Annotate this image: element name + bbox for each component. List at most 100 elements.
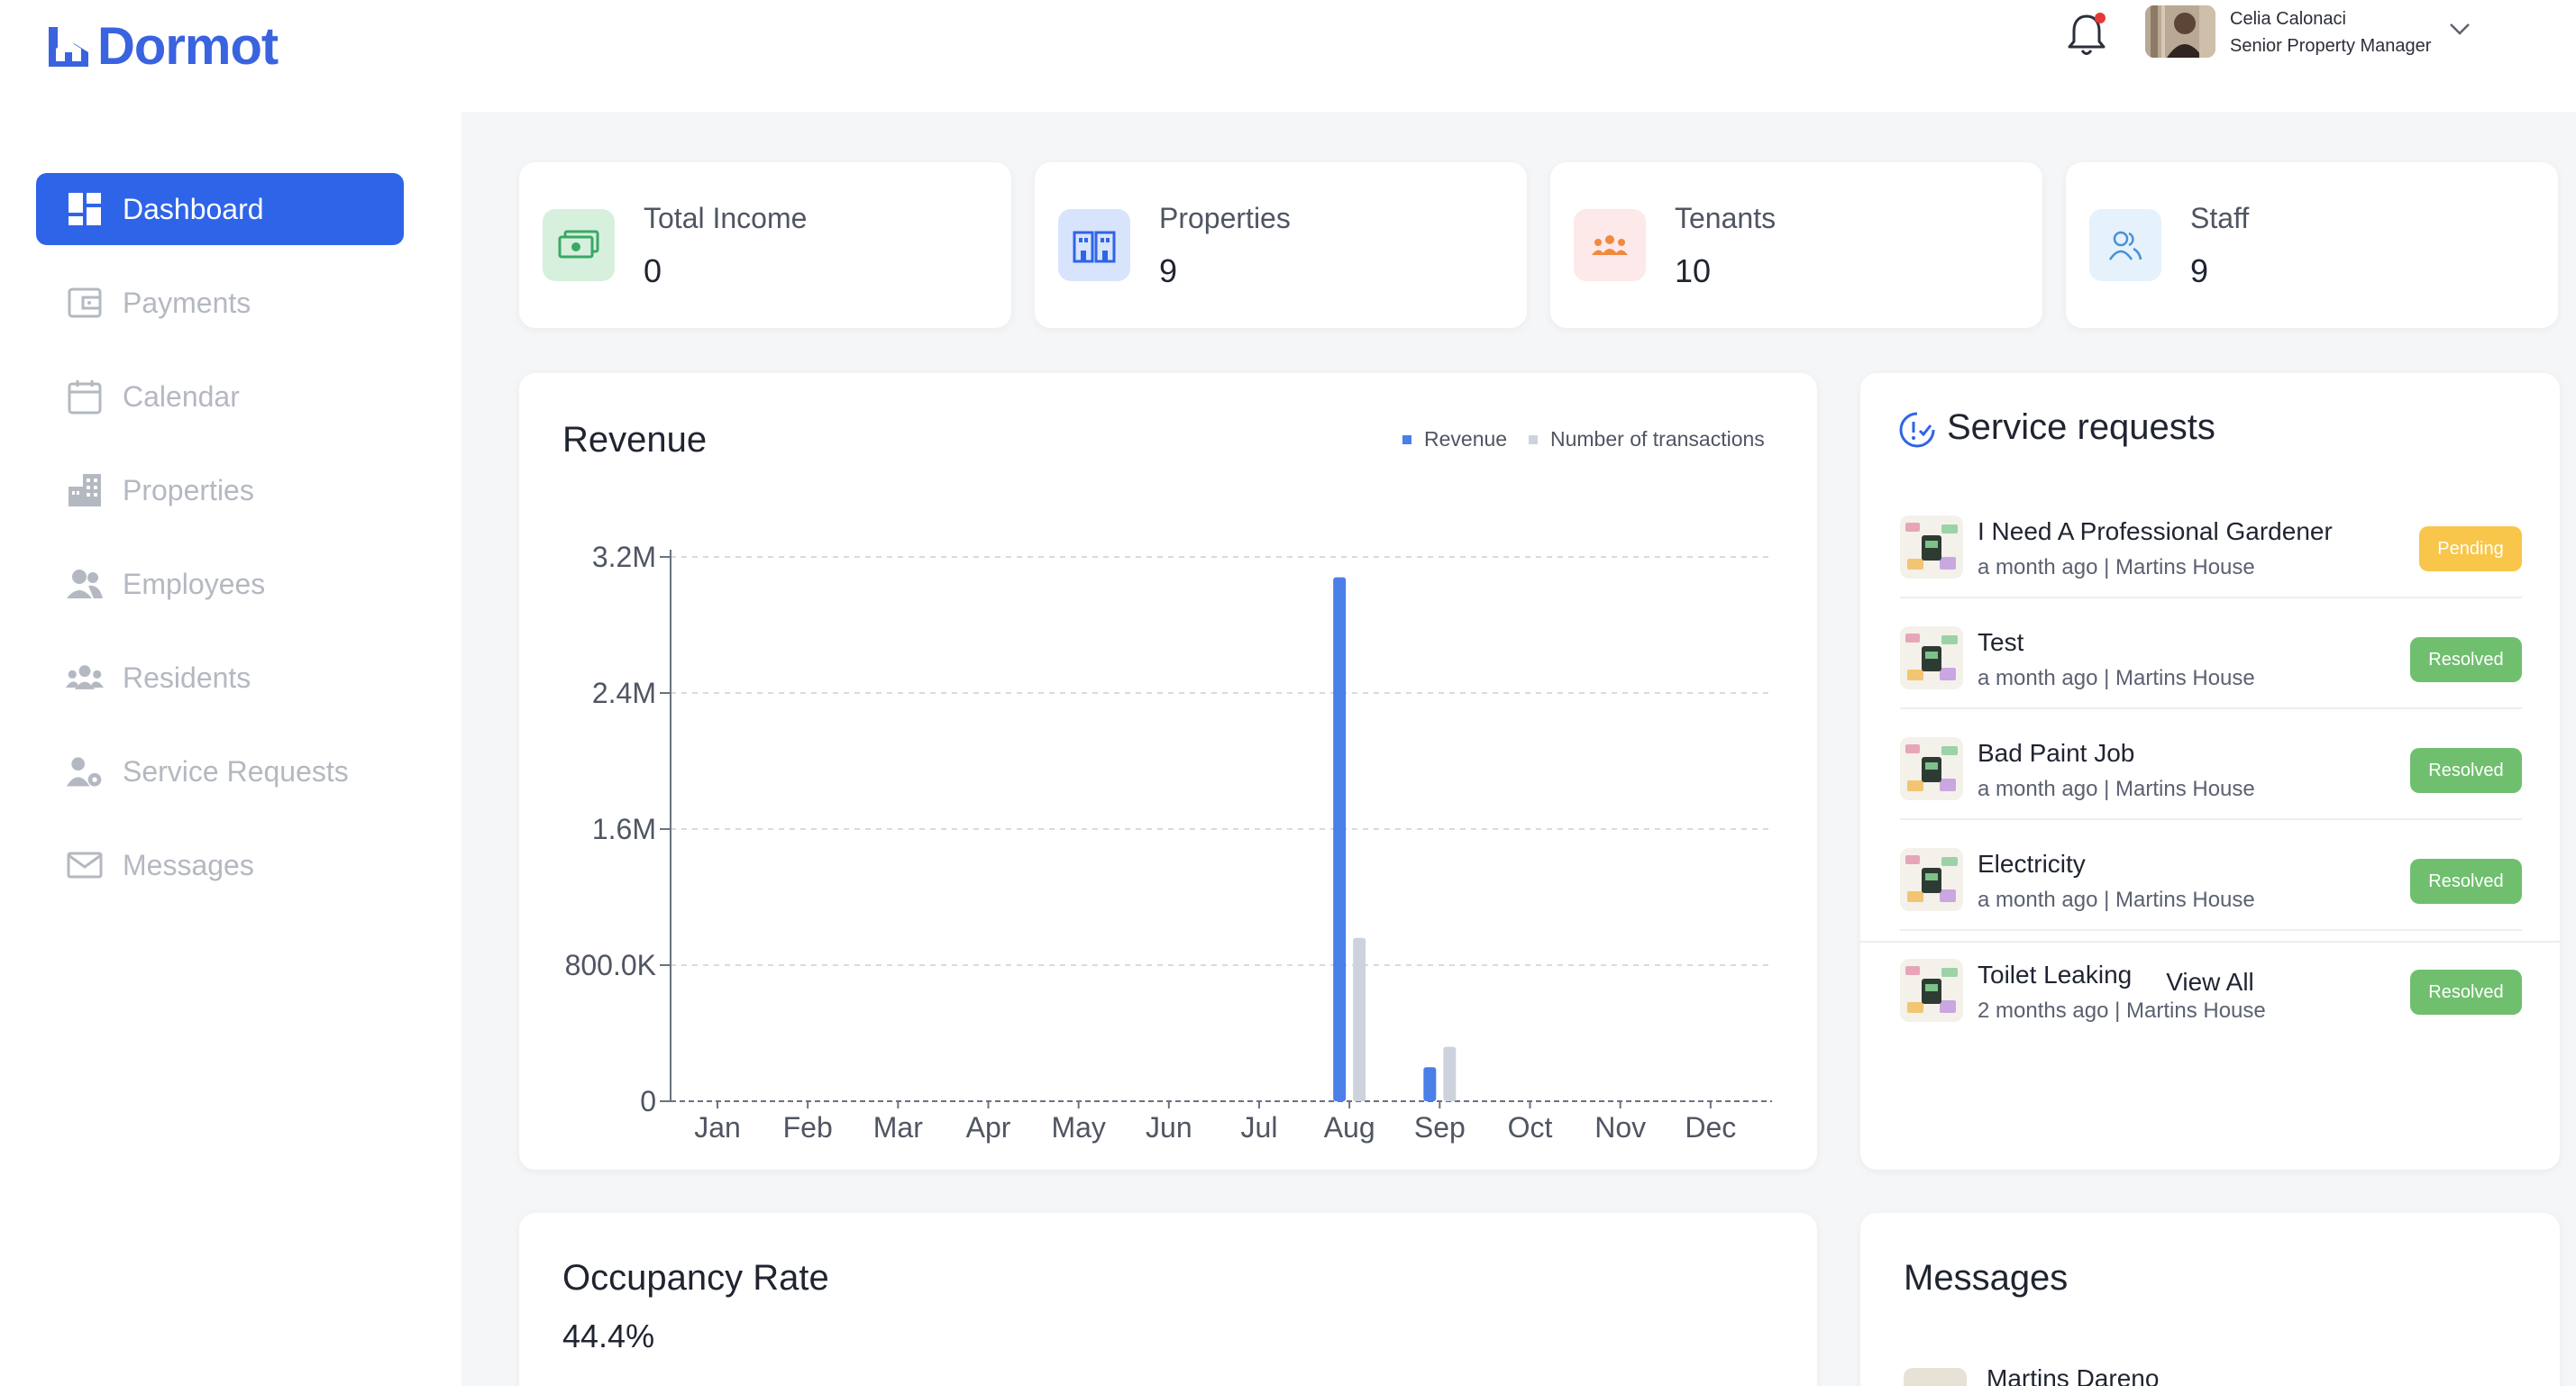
sidebar-item-service-requests[interactable]: Service Requests: [36, 735, 404, 807]
y-tick-label: 800.0K: [565, 949, 656, 981]
sidebar-item-label: Employees: [123, 567, 266, 600]
separator: |: [2097, 777, 2116, 801]
occupancy-value: 44.4%: [562, 1318, 655, 1354]
sidebar-item-calendar[interactable]: Calendar: [36, 360, 404, 433]
separator: |: [2097, 888, 2116, 912]
sidebar-item-properties[interactable]: Properties: [36, 454, 404, 526]
apartments-icon: [1058, 209, 1130, 281]
request-location: Martins House: [2115, 777, 2255, 801]
building-icon: [65, 470, 105, 510]
sidebar-item-label: Dashboard: [123, 192, 264, 225]
y-tick-label: 1.6M: [592, 813, 656, 845]
sidebar-item-label: Properties: [123, 473, 254, 506]
brand-logo[interactable]: Dormot: [43, 16, 279, 77]
legend-label: Number of transactions: [1550, 427, 1765, 451]
x-tick-label: Feb: [783, 1111, 833, 1144]
request-thumbnail: [1900, 737, 1963, 800]
user-gear-icon: [65, 752, 105, 791]
x-tick-label: Jan: [694, 1111, 741, 1144]
calendar-icon: [65, 377, 105, 416]
request-title: I Need A Professional Gardener: [1978, 517, 2333, 545]
request-thumbnail: [1900, 626, 1963, 689]
request-thumbnail: [1900, 959, 1963, 1022]
x-tick-label: Dec: [1685, 1111, 1736, 1144]
x-tick-label: Jul: [1241, 1111, 1278, 1144]
stat-card-tenants[interactable]: Tenants 10: [1550, 162, 2042, 328]
chevron-down-icon[interactable]: [2448, 20, 2471, 38]
sidebar-item-payments[interactable]: Payments: [36, 267, 404, 339]
bar-revenue: [1423, 1067, 1437, 1101]
request-thumbnail: [1900, 848, 1963, 911]
x-tick-label: Nov: [1594, 1111, 1646, 1144]
service-request-row[interactable]: Electricity a month ago | Martins House Re…: [1900, 821, 2522, 931]
stat-card-properties[interactable]: Properties 9: [1035, 162, 1527, 328]
request-location: Martins House: [2126, 998, 2266, 1023]
stat-value: 0: [644, 252, 662, 289]
people-icon: [65, 564, 105, 604]
stat-label: Properties: [1159, 202, 1291, 234]
bar-transactions: [1353, 937, 1366, 1101]
status-badge: Resolved: [2410, 637, 2522, 682]
request-location: Martins House: [2115, 888, 2255, 912]
stat-card-total-income[interactable]: Total Income 0: [519, 162, 1011, 328]
x-tick-label: Aug: [1324, 1111, 1375, 1144]
bar-revenue: [1333, 577, 1347, 1101]
x-tick-label: Oct: [1508, 1111, 1553, 1144]
sidebar-item-employees[interactable]: Employees: [36, 548, 404, 620]
cash-icon: [543, 209, 615, 281]
legend-label: Revenue: [1424, 427, 1508, 451]
service-request-row[interactable]: Test a month ago | Martins House Resolved: [1900, 599, 2522, 709]
revenue-chart: 0 800.0K 1.6M 2.4M 3.2M Jan Feb Mar Apr May Jun Jul…: [565, 541, 1772, 1144]
service-request-row[interactable]: Bad Paint Job a month ago | Martins House…: [1900, 710, 2522, 820]
sidebar-item-label: Residents: [123, 661, 251, 694]
request-time: a month ago: [1978, 555, 2098, 579]
main-content: Total Income 0 Properties 9 Tenants 10 S…: [461, 112, 2576, 1386]
messages-title: Messages: [1904, 1258, 2069, 1298]
separator: |: [2108, 998, 2127, 1023]
request-meta: a month ago | Martins House: [1978, 555, 2255, 580]
request-location: Martins House: [2115, 666, 2255, 690]
notification-dot: [2095, 13, 2106, 23]
message-sender[interactable]: Martins Dareno: [1987, 1364, 2160, 1386]
messages-card: Messages Martins Dareno: [1860, 1213, 2560, 1386]
request-thumbnail: [1900, 515, 1963, 579]
status-badge: Resolved: [2410, 970, 2522, 1015]
logo-icon: [49, 26, 88, 67]
sidebar-item-label: Calendar: [123, 379, 240, 413]
revenue-card: Revenue Revenue Number of transactions 0…: [519, 373, 1817, 1170]
request-time: a month ago: [1978, 777, 2098, 801]
stat-label: Total Income: [644, 202, 808, 234]
legend-swatch: [1529, 434, 1538, 444]
stat-card-staff[interactable]: Staff 9: [2066, 162, 2558, 328]
request-time: a month ago: [1978, 888, 2098, 912]
occupancy-card: Occupancy Rate 44.4%: [519, 1213, 1817, 1386]
request-time: 2 months ago: [1978, 998, 2109, 1023]
dashboard-icon: [65, 189, 105, 229]
request-meta: a month ago | Martins House: [1978, 666, 2255, 691]
staff-icon: [2089, 209, 2161, 281]
revenue-title: Revenue: [562, 420, 708, 460]
sidebar-item-messages[interactable]: Messages: [36, 829, 404, 901]
service-request-row[interactable]: Toilet Leaking 2 months ago | Martins Hou…: [1900, 932, 2522, 1042]
view-all-button[interactable]: View All: [1860, 941, 2560, 1022]
service-request-row[interactable]: I Need A Professional Gardener a month ag…: [1900, 488, 2522, 598]
wallet-icon: [65, 283, 105, 323]
sidebar-item-residents[interactable]: Residents: [36, 642, 404, 714]
user-role: Senior Property Manager: [2230, 36, 2432, 56]
status-badge: Pending: [2419, 526, 2522, 571]
legend-revenue[interactable]: Revenue: [1402, 427, 1507, 451]
request-title: Test: [1978, 628, 2024, 656]
x-tick-label: Apr: [966, 1111, 1011, 1144]
legend-transactions[interactable]: Number of transactions: [1529, 427, 1765, 451]
occupancy-title: Occupancy Rate: [562, 1258, 829, 1298]
request-title: Bad Paint Job: [1978, 739, 2135, 767]
sidebar-item-dashboard[interactable]: Dashboard: [36, 173, 404, 245]
request-time: a month ago: [1978, 666, 2098, 690]
message-thumbnail: [1904, 1368, 1967, 1386]
service-requests-title: Service requests: [1947, 407, 2215, 447]
avatar[interactable]: [2145, 5, 2215, 58]
group-icon: [65, 658, 105, 698]
request-location: Martins House: [2115, 555, 2255, 579]
stat-value: 9: [1159, 252, 1178, 289]
tenants-icon: [1574, 209, 1646, 281]
